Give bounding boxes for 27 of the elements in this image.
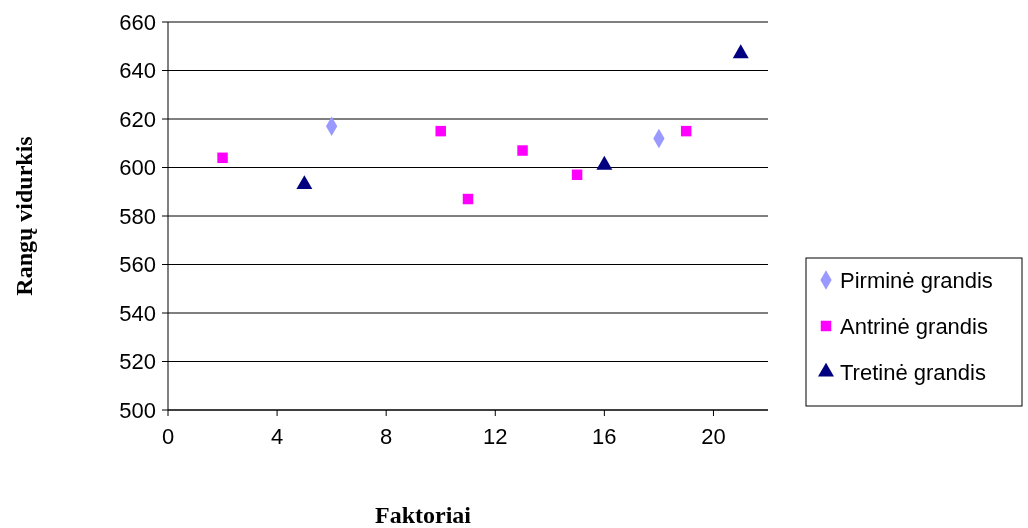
x-tick-label: 16 <box>592 424 617 449</box>
x-tick-label: 4 <box>270 424 284 449</box>
y-tick-label: 640 <box>119 58 156 84</box>
x-tick-label: 0 <box>161 424 175 449</box>
y-tick-label: 620 <box>119 106 156 132</box>
legend-label: Pirminė grandis <box>840 267 993 293</box>
y-tick-label: 500 <box>119 397 156 423</box>
x-axis-title: Faktoriai <box>375 502 472 528</box>
y-tick-label: 600 <box>119 155 156 181</box>
point <box>517 145 528 156</box>
y-axis-title: Rangų vidurkis <box>11 136 37 296</box>
legend-label: Antrinė grandis <box>840 313 988 339</box>
y-tick-label: 660 <box>119 9 156 35</box>
y-tick-label: 580 <box>119 203 156 229</box>
y-tick-label: 560 <box>119 252 156 278</box>
point <box>435 125 446 137</box>
point <box>732 44 749 59</box>
legend-label: Tretinė grandis <box>840 359 986 385</box>
x-tick-label: 20 <box>701 424 726 449</box>
point <box>571 169 583 181</box>
point <box>462 193 474 205</box>
y-tick-label: 540 <box>119 300 156 326</box>
point <box>217 152 228 164</box>
point <box>680 125 692 137</box>
x-tick-label: 8 <box>380 424 393 449</box>
y-tick-label: 520 <box>119 349 156 375</box>
x-tick-label: 12 <box>483 424 508 449</box>
